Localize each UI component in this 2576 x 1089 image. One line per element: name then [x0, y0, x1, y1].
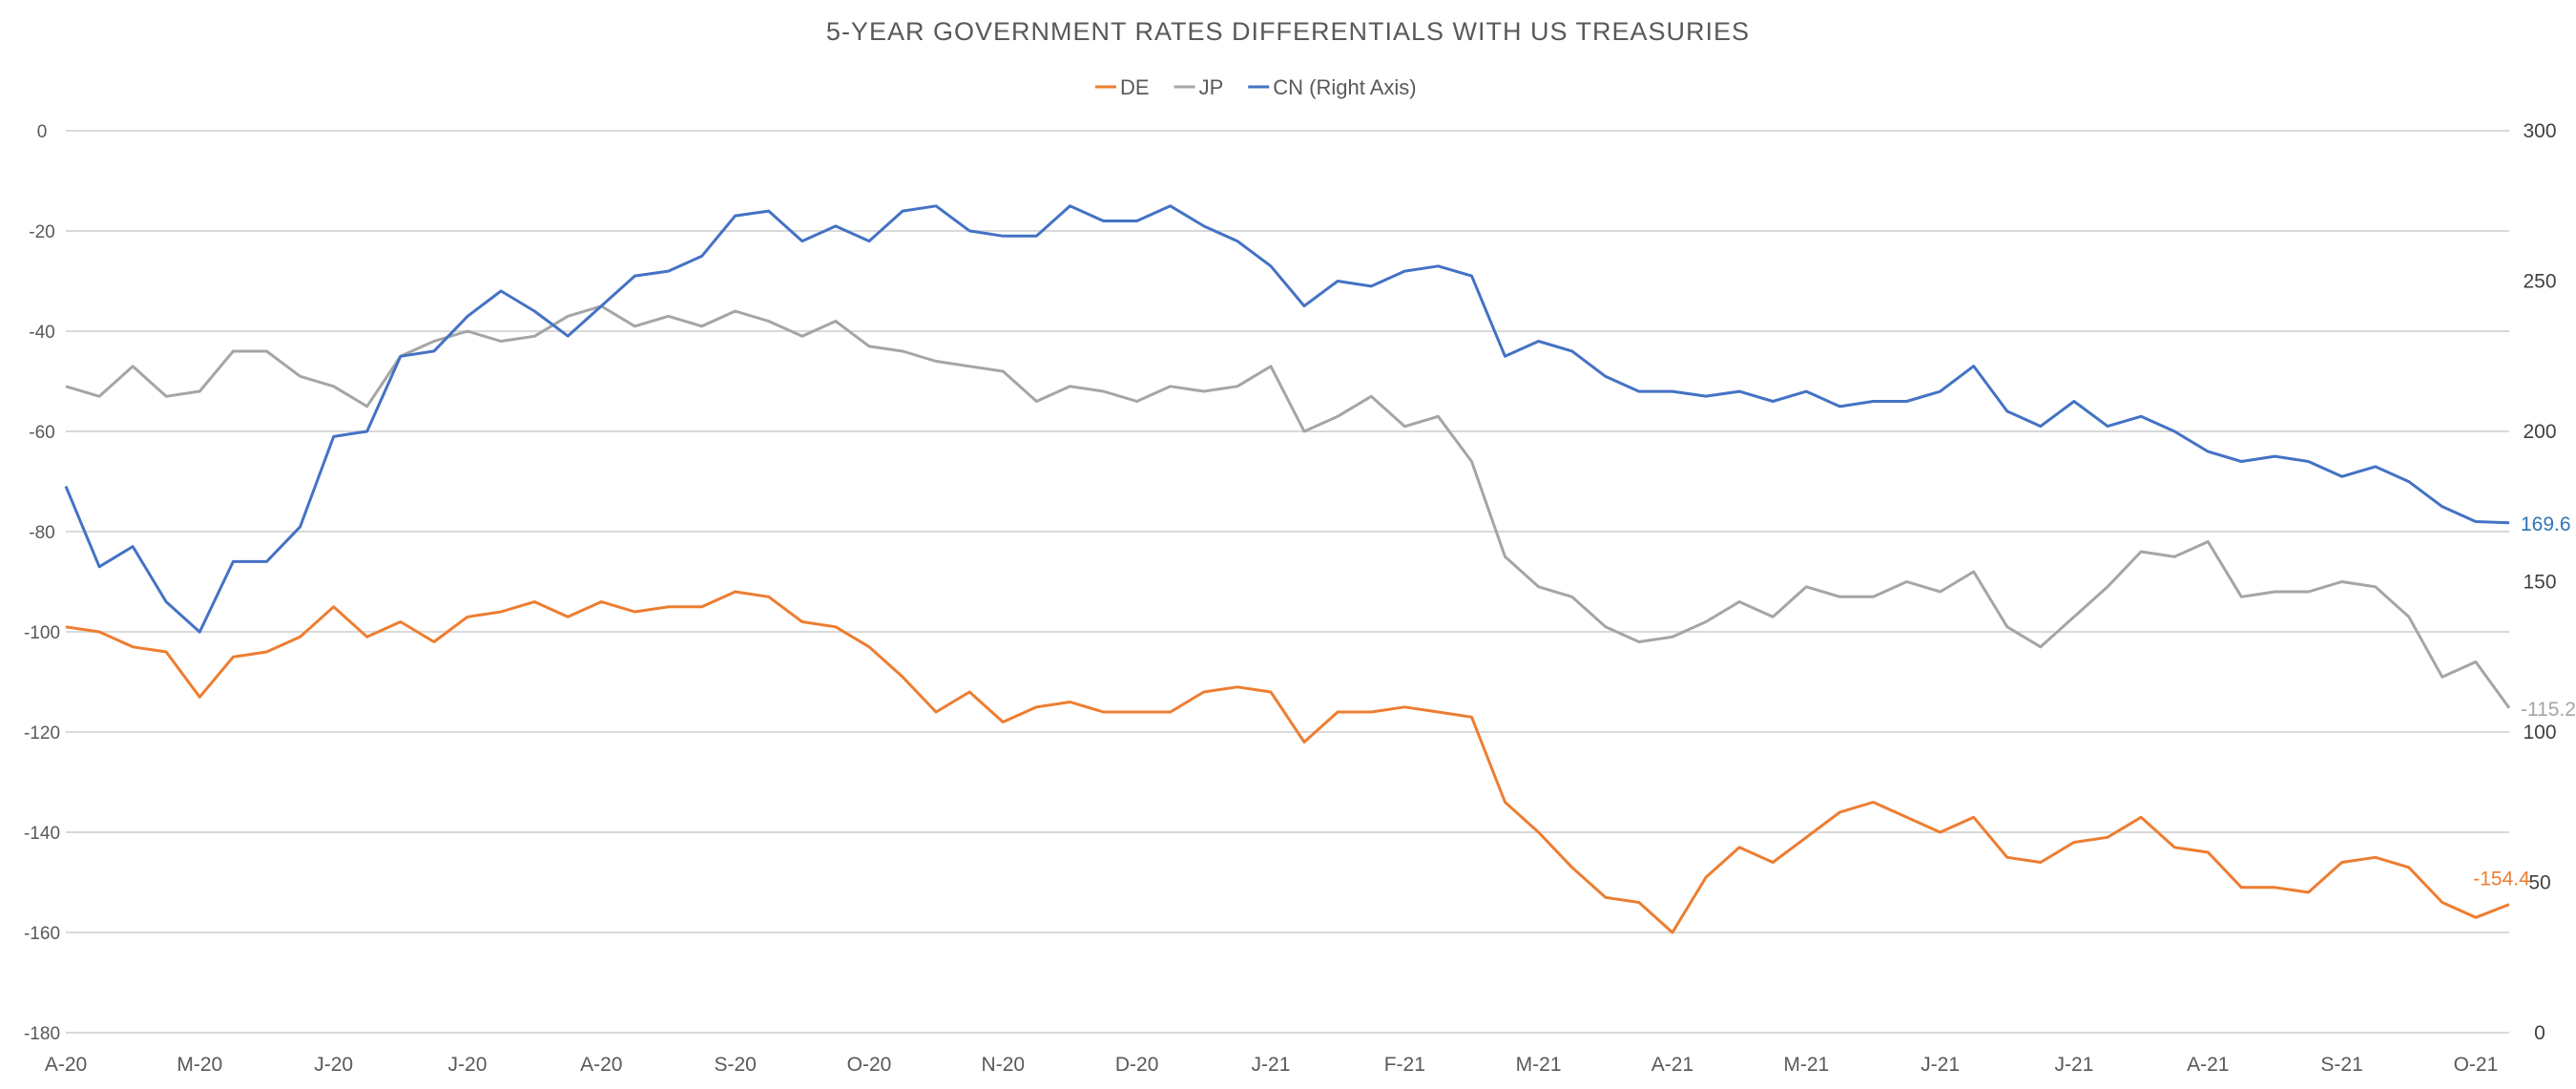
legend-label: JP: [1199, 75, 1224, 99]
x-axis-tick-label: J-20: [448, 1054, 488, 1076]
legend-item-cn[interactable]: CN (Right Axis): [1248, 75, 1417, 99]
end-label-cn: 169.6: [2521, 513, 2571, 535]
left-axis-tick-label: -160: [24, 924, 60, 944]
legend-label: CN (Right Axis): [1273, 75, 1416, 99]
left-axis-tick-label: -120: [24, 723, 60, 743]
x-axis-tick-label: O-20: [847, 1054, 892, 1076]
right-axis-tick-label: 250: [2523, 271, 2556, 293]
end-value-labels: -154.4 -115.2 169.6: [2473, 513, 2576, 890]
x-axis-tick-label: S-20: [714, 1054, 756, 1076]
legend: DE JP CN (Right Axis): [1095, 75, 1417, 99]
left-axis-tick-label: -140: [24, 824, 60, 844]
right-axis-tick-label: 0: [2534, 1022, 2545, 1044]
chart-title: 5-YEAR GOVERNMENT RATES DIFFERENTIALS WI…: [826, 17, 1750, 46]
x-axis-tick-label: J-21: [2055, 1054, 2094, 1076]
x-axis-tick-label: S-21: [2320, 1054, 2362, 1076]
right-axis-labels: 300 250 200 150 100 50 0: [2523, 120, 2556, 1044]
left-axis-tick-label: -40: [29, 323, 54, 343]
x-axis-tick-label: F-21: [1384, 1054, 1425, 1076]
right-axis-tick-label: 200: [2523, 421, 2556, 443]
left-axis-tick-label: -100: [24, 623, 60, 643]
x-axis-tick-label: J-21: [1921, 1054, 1960, 1076]
x-axis-tick-label: M-21: [1783, 1054, 1829, 1076]
x-axis-tick-label: A-20: [45, 1054, 87, 1076]
left-axis-tick-label: -80: [29, 523, 54, 543]
left-axis-labels: 0 -20 -40 -60 -80 -100 -120 -140 -160 -180: [24, 122, 60, 1044]
series-line-de: [65, 590, 2510, 934]
x-axis-tick-label: J-21: [1252, 1054, 1291, 1076]
x-axis-tick-label: O-21: [2454, 1054, 2499, 1076]
x-axis-tick-label: J-20: [314, 1054, 353, 1076]
gridlines: [66, 130, 2509, 1034]
legend-item-de[interactable]: DE: [1095, 75, 1150, 99]
x-axis-tick-label: A-21: [1652, 1054, 1693, 1076]
left-axis-tick-label: 0: [37, 122, 48, 142]
left-axis-tick-label: -180: [24, 1024, 60, 1044]
right-axis-tick-label: 100: [2523, 722, 2556, 743]
legend-item-jp[interactable]: JP: [1174, 75, 1224, 99]
x-axis-tick-label: A-20: [580, 1054, 622, 1076]
series-line-jp: [65, 304, 2511, 709]
x-axis-labels: A-20 M-20 J-20 J-20 A-20 S-20 O-20 N-20 D-20 J-21…: [45, 1054, 2498, 1076]
end-label-jp: -115.2: [2521, 699, 2576, 721]
end-label-de: -154.4: [2473, 869, 2530, 890]
left-axis-tick-label: -20: [29, 222, 54, 242]
x-axis-tick-label: D-20: [1115, 1054, 1159, 1076]
right-axis-tick-label: 150: [2523, 572, 2556, 594]
right-axis-tick-label: 300: [2523, 120, 2556, 142]
x-axis-tick-label: M-20: [177, 1054, 222, 1076]
x-axis-tick-label: N-20: [982, 1054, 1026, 1076]
legend-label: DE: [1120, 75, 1150, 99]
x-axis-tick-label: A-21: [2187, 1054, 2229, 1076]
right-axis-tick-label: 50: [2528, 872, 2550, 894]
series-line-cn: [64, 204, 2510, 634]
x-axis-tick-label: M-21: [1516, 1054, 1562, 1076]
series-lines: [64, 204, 2511, 934]
left-axis-tick-label: -60: [29, 423, 54, 443]
